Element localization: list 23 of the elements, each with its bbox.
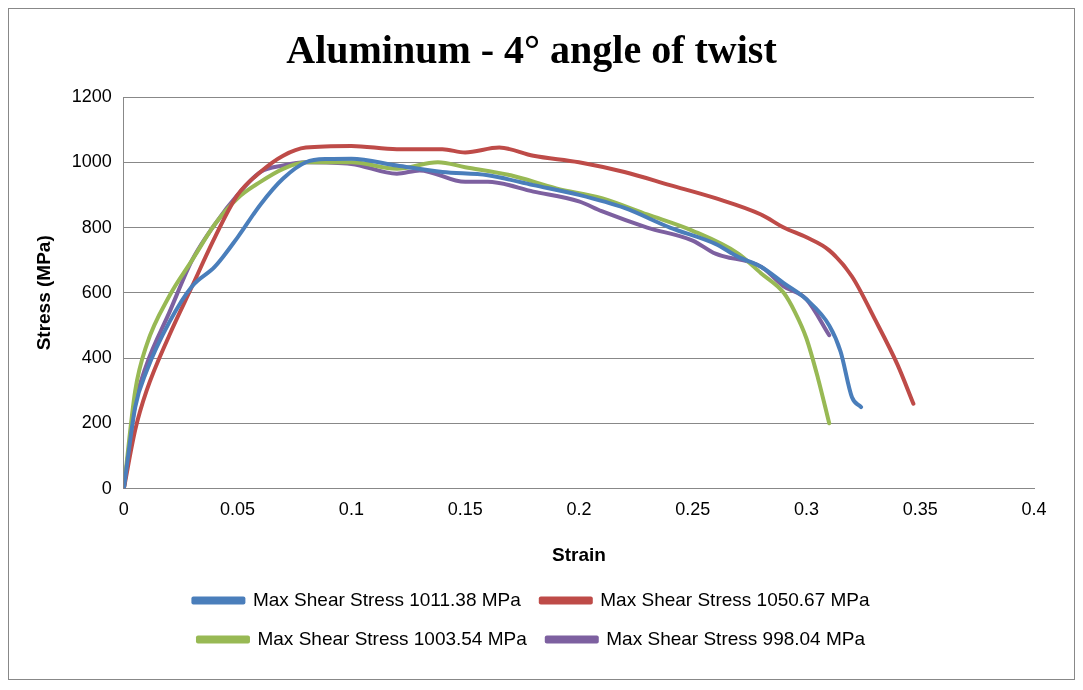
y-tick-label: 400	[81, 347, 112, 368]
legend-label: Max Shear Stress 1003.54 MPa	[257, 627, 528, 649]
x-tick-label: 0.1	[338, 499, 364, 520]
y-tick-label: 600	[81, 281, 112, 302]
x-tick-label: 0.4	[1021, 499, 1047, 520]
y-tick-label: 1200	[71, 85, 112, 106]
chart-title: Aluminum - 4° angle of twist	[286, 27, 778, 73]
x-tick-label: 0.05	[220, 499, 256, 520]
y-tick-label: 200	[81, 412, 112, 433]
x-tick-label: 0	[118, 499, 129, 520]
y-tick-label: 800	[81, 216, 112, 237]
y-axis-title: Stress (MPa)	[32, 235, 54, 351]
legend-label: Max Shear Stress 1050.67 MPa	[600, 588, 871, 610]
x-tick-label: 0.2	[566, 499, 592, 520]
y-tick-label: 1000	[71, 151, 112, 172]
y-tick-label: 0	[101, 477, 112, 498]
x-tick-label: 0.3	[793, 499, 819, 520]
x-tick-label: 0.15	[447, 499, 483, 520]
x-tick-label: 0.25	[675, 499, 711, 520]
x-tick-label: 0.35	[902, 499, 938, 520]
legend-label: Max Shear Stress 1011.38 MPa	[252, 588, 522, 610]
legend-label: Max Shear Stress 998.04 MPa	[606, 627, 866, 649]
x-axis-title: Strain	[551, 543, 606, 565]
